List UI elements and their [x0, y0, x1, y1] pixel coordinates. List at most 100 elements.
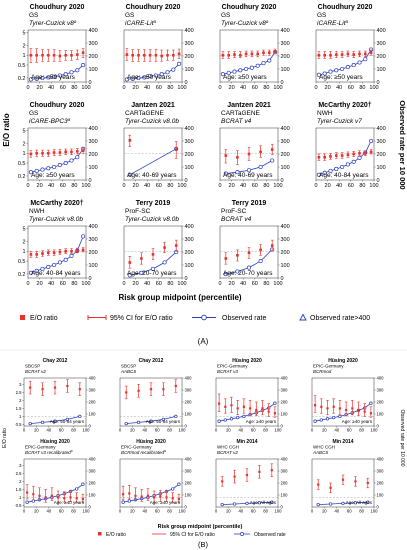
y-right-tick-label: 0: [377, 423, 380, 428]
subplot: Choudhury 2020GSiCARE-Lita01002003004000…: [314, 4, 385, 91]
x-tick-label: 60: [347, 509, 352, 514]
y-left-tick-label: 0.5: [16, 422, 22, 427]
subplot-title: Hüsing 2020: [328, 358, 358, 364]
y-right-tick-label: 300: [281, 41, 290, 47]
eo-ratio-point: [70, 150, 73, 154]
x-tick-label: 20: [133, 281, 139, 287]
x-tick-label: 40: [48, 183, 54, 189]
eo-ratio-point: [270, 148, 274, 151]
y-right-tick-label: 200: [281, 152, 290, 158]
subplot-cohort: EPIC-Germany: [25, 445, 56, 450]
x-tick-label: 0: [26, 85, 29, 91]
y-right-tick-label: 400: [185, 28, 194, 34]
observed-rate-point: [345, 65, 350, 70]
subplot-model: BCRAT v2: [217, 450, 238, 455]
y-right-tick-label: 400: [281, 456, 289, 461]
observed-rate-point: [345, 162, 350, 167]
eo-ratio-point: [143, 53, 146, 57]
subplot-title: Choudhury 2020: [318, 4, 373, 11]
observed-rate-point: [232, 502, 237, 506]
observed-rate-point: [177, 482, 181, 486]
subplot-model: Tyrer-Cuzick v8.0b: [125, 118, 179, 125]
y-left-tick-label: 2.5: [16, 471, 22, 476]
eo-ratio-point: [245, 473, 249, 477]
observed-rate-point: [127, 172, 132, 177]
x-tick-label: 40: [144, 85, 150, 91]
subplot-age: Age: ≥40 years: [54, 500, 85, 505]
eo-ratio-point: [128, 492, 131, 495]
eo-ratio-point: [270, 244, 274, 247]
observed-rate-point: [28, 170, 33, 175]
observed-rate-point: [223, 171, 228, 176]
x-tick-label: 100: [81, 281, 90, 287]
x-tick-label: 60: [155, 509, 160, 514]
x-tick-label: 100: [273, 281, 282, 287]
eo-ratio-point: [323, 53, 326, 57]
x-tick-label: 20: [133, 85, 139, 91]
observed-rate-line: [219, 402, 276, 422]
observed-rate-point: [165, 70, 170, 75]
eo-ratio-point: [81, 497, 84, 501]
subplot-age: Age: 50-64 years: [146, 419, 181, 424]
y-right-tick-label: 100: [89, 492, 97, 497]
x-tick-label: 20: [229, 85, 235, 91]
subplot-title: Choudhury 2020: [30, 102, 85, 109]
subplot-model: Tyrer-Cuzick v8a: [221, 19, 269, 28]
subplot-age: Age: <50 years: [127, 74, 172, 81]
y-right-tick-label: 200: [185, 250, 194, 256]
x-tick-label: 0: [119, 428, 122, 433]
eo-ratio-point: [224, 405, 227, 408]
panel-a-y-right-label: Observed rate per 10 000: [398, 100, 407, 189]
y-right-tick-label: 300: [281, 237, 290, 243]
subplot-model: iCARE-BPC3a: [29, 117, 71, 126]
x-tick-label: 100: [275, 428, 283, 433]
eo-ratio-point: [35, 53, 38, 57]
y-right-tick-label: 0: [281, 276, 284, 282]
y-left-tick-label: 1: [22, 53, 25, 59]
eo-ratio-point: [369, 412, 372, 415]
observed-rate-point: [162, 260, 167, 265]
eo-ratio-point: [78, 388, 81, 391]
observed-rate-point: [57, 73, 62, 78]
y-right-tick-label: 400: [89, 375, 97, 380]
observed-rate-point: [257, 501, 262, 505]
x-tick-label: 80: [359, 183, 365, 189]
y-right-tick-label: 200: [185, 399, 193, 404]
x-tick-label: 60: [156, 85, 162, 91]
y-right-tick-label: 200: [185, 480, 193, 485]
x-tick-label: 40: [142, 509, 147, 514]
legend-ci-label: 95% CI for E/O ratio: [110, 315, 173, 322]
y-left-tick-label: 1.5: [16, 406, 22, 411]
observed-rate-point: [78, 414, 82, 419]
observed-rate-line: [123, 483, 180, 503]
eo-ratio-point: [262, 51, 265, 54]
y-right-tick-label: 0: [185, 276, 188, 282]
observed-rate-point: [223, 418, 227, 422]
y-left-tick-label: 3: [19, 463, 22, 468]
subplot-cohort: GS: [29, 110, 39, 117]
y-right-tick-label: 0: [281, 80, 284, 86]
observed-rate-point: [235, 170, 240, 175]
observed-rate-point: [46, 75, 51, 80]
y-right-tick-label: 0: [377, 504, 380, 509]
x-tick-label: 40: [142, 428, 147, 433]
x-tick-label: 80: [263, 428, 268, 433]
subplot-cohort: GS: [221, 12, 231, 19]
x-tick-label: 40: [46, 509, 51, 514]
observed-rate-point: [322, 71, 327, 76]
observed-rate-point: [40, 420, 45, 425]
eo-ratio-point: [35, 253, 38, 256]
eo-ratio-point: [255, 408, 258, 412]
x-tick-label: 80: [167, 281, 173, 287]
observed-rate-line: [318, 140, 372, 176]
legend-b-observed-label: Observed rate: [254, 532, 286, 538]
observed-rate-point: [245, 501, 249, 506]
observed-rate-point: [357, 155, 362, 160]
eo-ratio-point: [233, 475, 236, 478]
x-tick-label: 0: [122, 281, 125, 287]
subplot-model: BCRAT v2: [25, 369, 46, 374]
eo-ratio-point: [224, 154, 228, 157]
subplot-age: Age: 40-69 years: [127, 172, 177, 179]
eo-ratio-point: [352, 152, 355, 156]
